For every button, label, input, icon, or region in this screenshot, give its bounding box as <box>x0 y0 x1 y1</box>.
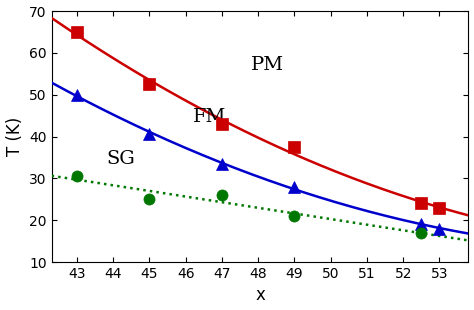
X-axis label: x: x <box>255 286 265 304</box>
Text: FM: FM <box>193 108 227 126</box>
Y-axis label: T (K): T (K) <box>6 117 24 156</box>
Text: PM: PM <box>251 55 284 73</box>
Text: SG: SG <box>106 150 135 168</box>
